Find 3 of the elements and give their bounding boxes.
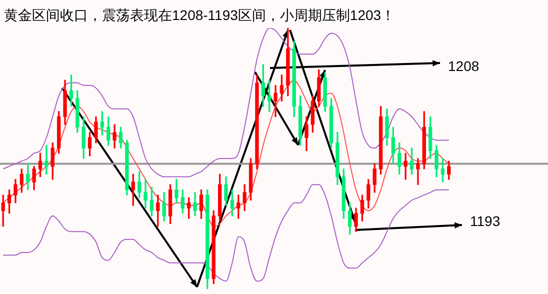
chart-title: 黄金区间收口，震荡表现在1208-1193区间，小周期压制1203！ xyxy=(4,6,396,23)
annotation: 1208 xyxy=(448,58,480,74)
text: 1193 xyxy=(470,212,500,229)
